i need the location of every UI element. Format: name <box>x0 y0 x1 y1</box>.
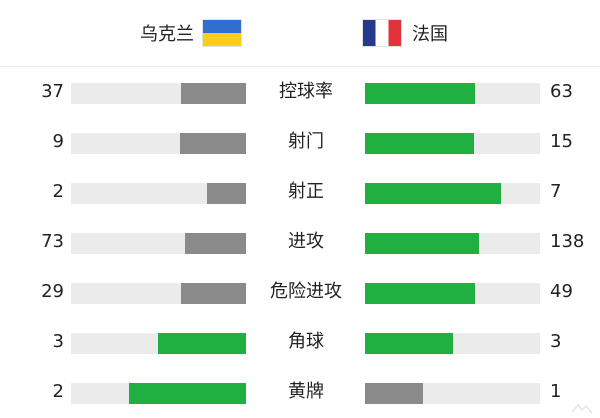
stat-label: 控球率 <box>279 81 333 102</box>
watermark-icon <box>571 403 593 414</box>
home-stat-bar-track <box>71 233 246 254</box>
stat-row: 29 危险进攻 49 <box>0 267 600 317</box>
away-stat-bar-fill <box>365 283 475 304</box>
home-stat-bar-fill <box>180 133 246 154</box>
home-stat-value: 2 <box>52 181 64 202</box>
home-stat-bar-fill <box>181 283 246 304</box>
home-stat-bar-track <box>71 383 246 404</box>
away-stat-bar-fill <box>365 333 453 354</box>
ukraine-flag-icon <box>202 19 242 47</box>
away-stat-bar-fill <box>365 83 475 104</box>
home-stat-bar-track <box>71 183 246 204</box>
home-stat-value: 3 <box>52 331 64 352</box>
home-stat-bar-fill <box>158 333 246 354</box>
home-team-name: 乌克兰 <box>140 24 194 45</box>
home-stat-bar-track <box>71 133 246 154</box>
stat-row: 37 控球率 63 <box>0 67 600 117</box>
home-stat-value: 73 <box>41 231 64 252</box>
stat-label: 射门 <box>288 131 324 152</box>
away-stat-bar-track <box>365 83 540 104</box>
home-stat-value: 9 <box>52 131 64 152</box>
home-stat-bar-fill <box>207 183 246 204</box>
away-stat-value: 63 <box>550 81 573 102</box>
home-stat-bar-track <box>71 83 246 104</box>
match-header: 乌克兰 法国 <box>0 0 600 66</box>
stat-row: 2 射正 7 <box>0 167 600 217</box>
away-stat-value: 15 <box>550 131 573 152</box>
home-stat-value: 37 <box>41 81 64 102</box>
home-stat-bar-fill <box>181 83 246 104</box>
stat-label: 危险进攻 <box>270 281 342 302</box>
stat-row: 9 射门 15 <box>0 117 600 167</box>
stat-row: 73 进攻 138 <box>0 217 600 267</box>
home-stat-value: 29 <box>41 281 64 302</box>
home-stat-bar-track <box>71 283 246 304</box>
away-stat-bar-fill <box>365 233 479 254</box>
france-flag-icon <box>362 19 402 47</box>
home-stat-value: 2 <box>52 381 64 402</box>
away-stat-bar-fill <box>365 383 423 404</box>
away-stat-value: 7 <box>550 181 562 202</box>
home-stat-bar-fill <box>185 233 246 254</box>
stat-row: 3 角球 3 <box>0 317 600 367</box>
away-stat-bar-track <box>365 383 540 404</box>
stat-row: 2 黄牌 1 <box>0 367 600 417</box>
away-stat-value: 49 <box>550 281 573 302</box>
away-stat-value: 3 <box>550 331 562 352</box>
header-divider <box>0 66 600 67</box>
away-team: 法国 <box>362 18 448 48</box>
stat-label: 射正 <box>288 181 324 202</box>
away-stat-value: 138 <box>550 231 585 252</box>
away-stat-bar-fill <box>365 183 501 204</box>
away-stat-bar-track <box>365 183 540 204</box>
home-stat-bar-track <box>71 333 246 354</box>
home-stat-bar-fill <box>129 383 246 404</box>
away-stat-bar-fill <box>365 133 474 154</box>
stat-label: 进攻 <box>288 231 324 252</box>
away-stat-bar-track <box>365 283 540 304</box>
stat-label: 黄牌 <box>288 381 324 402</box>
away-stat-bar-track <box>365 233 540 254</box>
away-stat-bar-track <box>365 333 540 354</box>
home-team: 乌克兰 <box>140 18 242 48</box>
away-stat-value: 1 <box>550 381 562 402</box>
stat-label: 角球 <box>288 331 324 352</box>
away-team-name: 法国 <box>412 24 448 45</box>
away-stat-bar-track <box>365 133 540 154</box>
